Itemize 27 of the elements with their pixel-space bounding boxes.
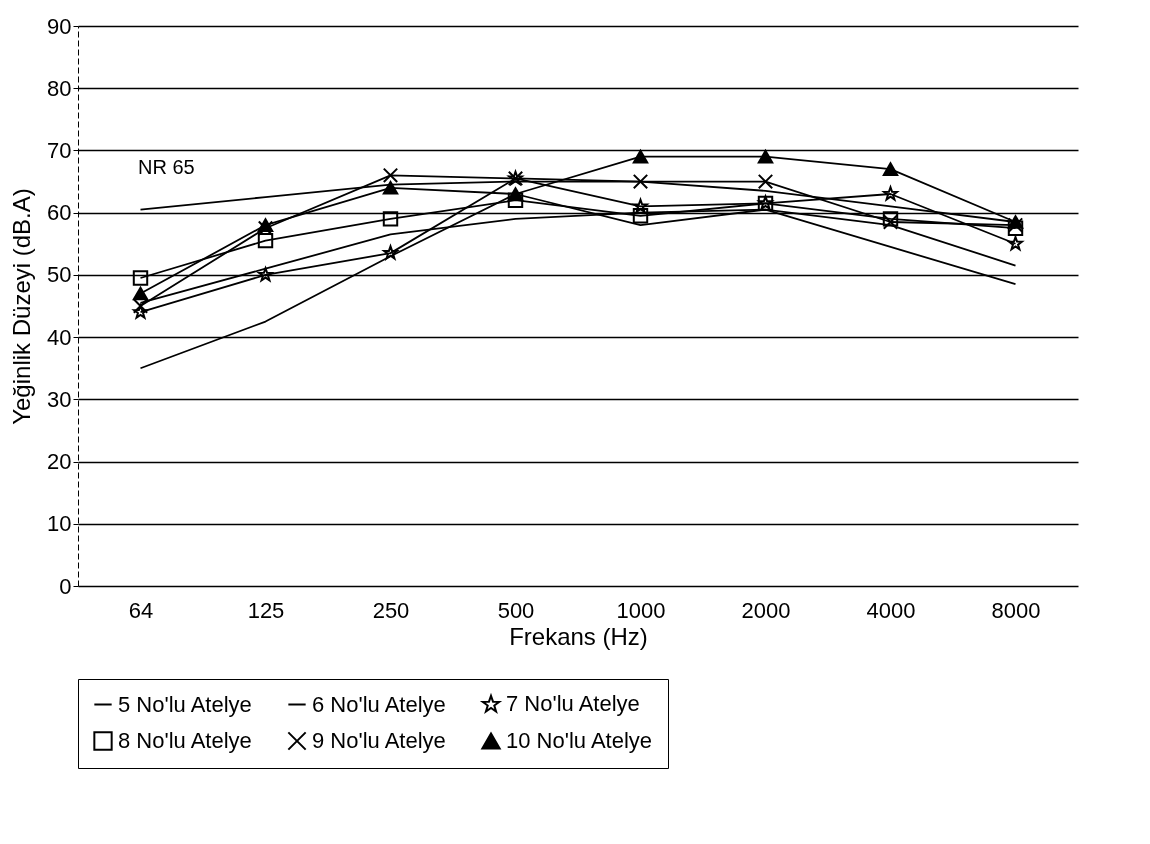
y-tick-label: 40 xyxy=(47,324,72,350)
x-tick-label: 250 xyxy=(372,597,410,623)
annotation: NR 65 xyxy=(138,156,195,178)
legend-label: 10 No'lu Atelye xyxy=(506,728,653,753)
x-tick-label: 500 xyxy=(497,597,535,623)
y-tick-label: 30 xyxy=(47,386,72,412)
x-tick-label: 64 xyxy=(128,597,154,623)
y-tick-label: 10 xyxy=(47,511,72,537)
y-tick-label: 80 xyxy=(47,75,72,101)
legend-label: 8 No'lu Atelye xyxy=(118,728,252,753)
x-axis-title: Frekans (Hz) xyxy=(509,622,648,650)
y-tick-label: 20 xyxy=(47,449,72,475)
legend-label: 7 No'lu Atelye xyxy=(506,691,640,717)
y-tick-label: 0 xyxy=(59,573,72,599)
legend-label: 5 No'lu Atelye xyxy=(118,691,252,717)
y-axis-title: Yeğinlik Düzeyi (dB.A) xyxy=(8,188,36,425)
x-tick-label: 4000 xyxy=(866,597,916,623)
x-tick-label: 1000 xyxy=(616,597,666,623)
y-tick-label: 60 xyxy=(47,200,72,226)
legend-label: 6 No'lu Atelye xyxy=(312,691,446,717)
y-tick-label: 50 xyxy=(47,262,72,288)
x-tick-label: 8000 xyxy=(991,597,1041,623)
x-tick-label: 2000 xyxy=(741,597,791,623)
x-tick-label: 125 xyxy=(247,597,285,623)
y-tick-label: 70 xyxy=(47,137,72,163)
legend-label: 9 No'lu Atelye xyxy=(312,728,446,753)
y-tick-label: 90 xyxy=(47,13,72,39)
